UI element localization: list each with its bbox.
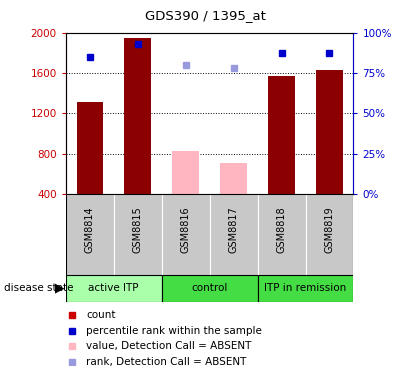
Text: GSM8817: GSM8817 bbox=[229, 206, 238, 253]
Bar bbox=[173, 151, 199, 194]
Bar bbox=[210, 194, 258, 274]
Text: rank, Detection Call = ABSENT: rank, Detection Call = ABSENT bbox=[86, 356, 246, 366]
Bar bbox=[220, 163, 247, 194]
Bar bbox=[316, 70, 343, 194]
Text: count: count bbox=[86, 310, 115, 320]
Bar bbox=[76, 102, 103, 194]
Text: GSM8818: GSM8818 bbox=[277, 206, 286, 253]
Bar bbox=[305, 194, 353, 274]
Text: ▶: ▶ bbox=[55, 282, 65, 295]
Bar bbox=[66, 194, 114, 274]
Bar bbox=[258, 274, 353, 302]
Bar bbox=[66, 274, 162, 302]
Text: disease state: disease state bbox=[4, 283, 74, 293]
Bar bbox=[162, 274, 258, 302]
Text: ITP in remission: ITP in remission bbox=[264, 283, 346, 293]
Text: active ITP: active ITP bbox=[88, 283, 139, 293]
Text: percentile rank within the sample: percentile rank within the sample bbox=[86, 325, 262, 336]
Text: GSM8819: GSM8819 bbox=[325, 206, 335, 253]
Bar bbox=[258, 194, 305, 274]
Text: GSM8814: GSM8814 bbox=[85, 206, 95, 253]
Bar bbox=[162, 194, 210, 274]
Bar bbox=[114, 194, 162, 274]
Text: GDS390 / 1395_at: GDS390 / 1395_at bbox=[145, 9, 266, 22]
Text: GSM8816: GSM8816 bbox=[181, 206, 191, 253]
Text: GSM8815: GSM8815 bbox=[133, 206, 143, 253]
Text: control: control bbox=[192, 283, 228, 293]
Bar bbox=[268, 76, 295, 194]
Bar bbox=[125, 38, 151, 194]
Text: value, Detection Call = ABSENT: value, Detection Call = ABSENT bbox=[86, 341, 251, 351]
